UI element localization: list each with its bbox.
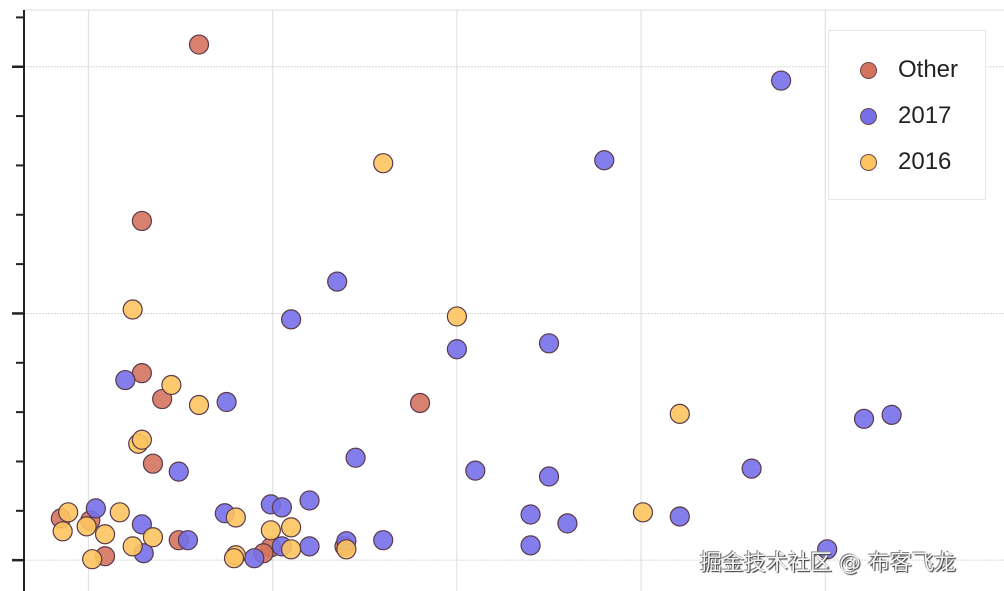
data-point	[327, 271, 348, 292]
data-point	[109, 502, 130, 523]
legend: Other 2017 2016	[828, 30, 986, 200]
data-point	[52, 521, 73, 542]
series-2017	[85, 70, 902, 569]
data-point	[281, 517, 302, 538]
data-point	[82, 549, 103, 570]
data-point	[465, 460, 486, 481]
data-point	[142, 527, 164, 548]
data-point	[520, 504, 541, 525]
data-point	[538, 333, 560, 354]
data-point	[557, 513, 578, 534]
series-2016	[52, 153, 690, 570]
data-point	[446, 339, 467, 360]
data-point	[741, 458, 762, 479]
data-point	[669, 403, 690, 424]
data-point	[669, 506, 690, 527]
data-point	[520, 535, 541, 556]
data-point	[771, 70, 792, 91]
legend-label: 2017	[898, 102, 952, 129]
data-point	[122, 536, 143, 557]
legend-marker-other	[860, 61, 877, 79]
data-point	[446, 306, 467, 327]
legend-marker-2016	[860, 153, 877, 171]
data-point	[131, 514, 152, 535]
data-point	[225, 507, 246, 528]
watermark: 掘金技术社区 @ 布客飞龙	[700, 551, 956, 576]
data-point	[299, 536, 320, 557]
data-point	[260, 520, 281, 541]
data-point	[122, 299, 143, 320]
data-point	[94, 524, 116, 545]
data-point	[299, 490, 320, 511]
data-point	[538, 466, 560, 487]
data-point	[373, 530, 394, 551]
data-point	[817, 539, 838, 560]
legend-marker-2017	[860, 107, 877, 125]
data-point	[161, 374, 182, 396]
data-point	[223, 548, 245, 569]
points	[50, 34, 902, 570]
data-point	[345, 447, 366, 468]
data-point	[281, 309, 302, 330]
data-point	[373, 153, 394, 174]
data-point	[131, 429, 152, 450]
data-point	[58, 502, 79, 523]
data-point	[188, 34, 210, 55]
data-point	[244, 548, 265, 569]
data-point	[853, 408, 875, 429]
legend-item-2017: 2017	[829, 101, 951, 131]
data-point	[271, 497, 292, 518]
series-other	[50, 34, 431, 567]
data-point	[177, 530, 199, 551]
y-axis	[12, 10, 25, 591]
data-point	[594, 150, 615, 171]
data-point	[85, 498, 106, 519]
data-point	[188, 394, 210, 416]
legend-item-other: Other	[829, 55, 958, 85]
data-point	[131, 210, 152, 232]
legend-item-2016: 2016	[829, 147, 951, 177]
data-point	[115, 369, 136, 391]
data-point	[76, 516, 97, 537]
data-point	[281, 539, 302, 560]
data-point	[152, 388, 173, 410]
data-point	[409, 392, 431, 414]
data-point	[336, 539, 357, 560]
legend-label: 2016	[898, 148, 952, 175]
legend-label: Other	[898, 56, 959, 83]
data-point	[168, 461, 189, 482]
data-point	[216, 391, 237, 413]
data-point	[142, 453, 164, 474]
data-point	[881, 404, 902, 425]
data-point	[632, 502, 654, 523]
